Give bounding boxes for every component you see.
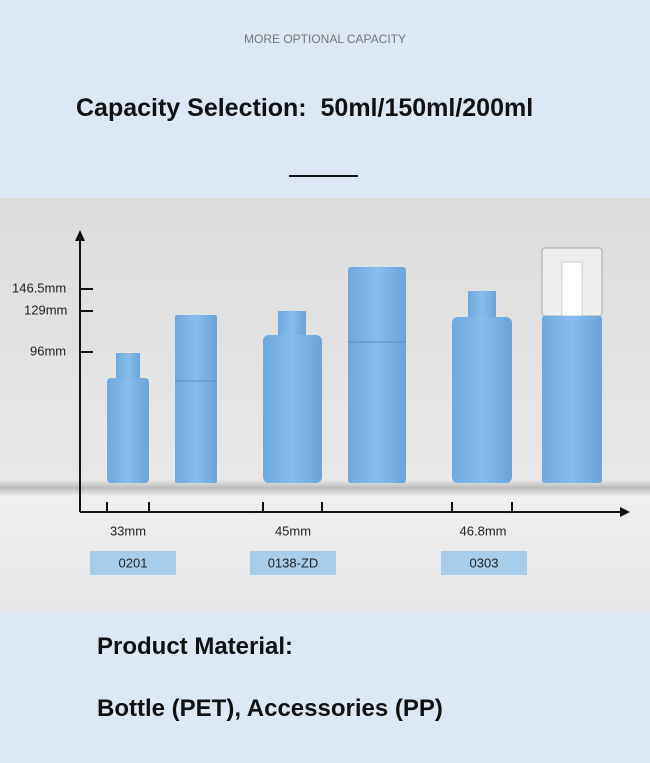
width-label: 45mm <box>275 523 311 538</box>
code-label: 0138-ZD <box>268 555 319 570</box>
width-label: 33mm <box>110 523 146 538</box>
divider <box>289 175 358 177</box>
material: Bottle (PET), Accessories (PP) <box>97 695 443 722</box>
height-label: 129mm <box>24 302 67 317</box>
title: Capacity Selection: 50ml/150ml/200ml <box>76 94 534 122</box>
width-label: 46.8mm <box>460 523 507 538</box>
subtitle: MORE OPTIONAL CAPACITY <box>243 32 407 46</box>
height-label: 146.5mm <box>12 280 66 295</box>
height-label: 96mm <box>30 343 66 358</box>
code-label: 0201 <box>119 555 148 570</box>
diagram: 146.5mm 129mm 96mm 33mm 45mm 46.8mm 0201… <box>0 198 650 612</box>
bottles: 146.5mm 129mm 96mm 33mm 45mm 46.8mm 0201… <box>12 230 630 575</box>
code-label: 0303 <box>470 555 499 570</box>
material-title: Product Material: <box>97 633 294 660</box>
